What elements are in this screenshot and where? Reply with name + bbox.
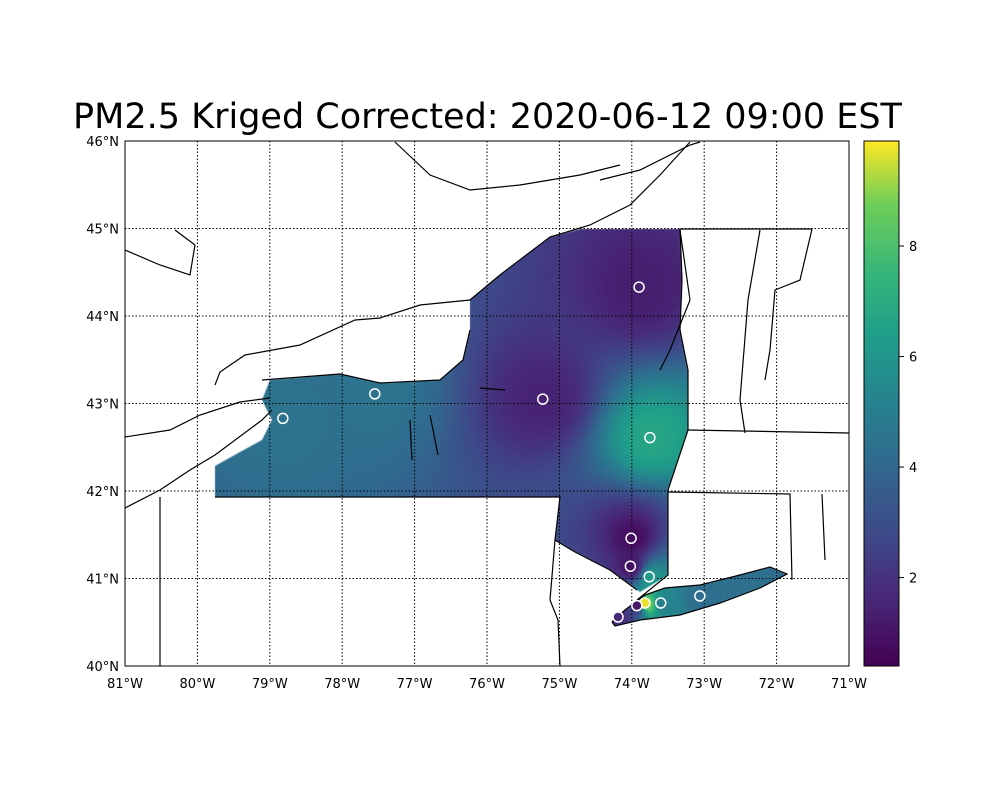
long-island xyxy=(611,566,789,627)
x-tick-label: 75°W xyxy=(541,677,577,692)
lake-ontario-south-shore xyxy=(261,329,471,384)
station-marker xyxy=(625,532,637,544)
finger-lake-oneida xyxy=(479,387,506,391)
lake-champlain xyxy=(659,229,691,371)
x-tick-label: 81°W xyxy=(107,677,143,692)
station-marker xyxy=(612,611,624,623)
x-tick-label: 74°W xyxy=(614,677,650,692)
y-tick-label: 42°N xyxy=(86,485,119,500)
lake-ontario-shore xyxy=(214,141,691,386)
station-marker xyxy=(277,412,289,425)
station-marker xyxy=(633,281,645,293)
colorbar-ticks: 2 4 6 8 xyxy=(899,240,917,587)
x-tick-label: 72°W xyxy=(759,677,795,692)
georgian-bay xyxy=(124,229,196,276)
st-lawrence xyxy=(599,141,701,181)
station-marker xyxy=(624,560,637,572)
map-frame xyxy=(124,140,850,667)
x-tick-label: 80°W xyxy=(179,677,215,692)
colorbar-tick-label: 2 xyxy=(909,572,917,587)
canada-border-east xyxy=(680,228,813,381)
finger-lake-cayuga xyxy=(429,414,439,456)
station-marker xyxy=(536,393,549,405)
station-marker xyxy=(369,388,381,400)
lake-erie-shore xyxy=(124,409,273,509)
x-tick-label: 79°W xyxy=(252,677,288,692)
lake-erie-north-shore xyxy=(124,397,271,438)
y-tick-label: 43°N xyxy=(86,398,119,413)
x-tick-label: 78°W xyxy=(324,677,360,692)
station-marker xyxy=(643,571,655,583)
finger-lake-seneca xyxy=(409,419,413,461)
colorbar-tick-label: 4 xyxy=(909,461,917,476)
nj-ny-border xyxy=(549,539,561,667)
x-ticks: 81°W 80°W 79°W 78°W 77°W 76°W 75°W 74°W 73°W 72°W… xyxy=(107,677,867,692)
y-tick-label: 41°N xyxy=(86,573,119,588)
station-marker xyxy=(631,599,643,612)
chart-title: PM2.5 Kriged Corrected: 2020-06-12 09:00… xyxy=(73,97,902,137)
colorbar-tick-label: 8 xyxy=(909,240,917,255)
station-marker xyxy=(655,597,667,609)
colorbar-tick-label: 6 xyxy=(909,351,917,366)
x-tick-label: 73°W xyxy=(686,677,722,692)
y-tick-label: 46°N xyxy=(86,135,119,150)
x-tick-label: 76°W xyxy=(469,677,505,692)
pa-ny-border xyxy=(215,496,638,591)
ri-border xyxy=(821,493,826,561)
y-tick-label: 45°N xyxy=(86,223,119,238)
x-tick-label: 71°W xyxy=(831,677,867,692)
x-tick-label: 77°W xyxy=(397,677,433,692)
station-marker xyxy=(644,431,656,444)
ny-vt-ma-ct-border xyxy=(636,228,689,601)
stations xyxy=(277,281,706,623)
y-tick-label: 44°N xyxy=(86,310,119,325)
coastlines xyxy=(124,141,850,667)
colorbar xyxy=(863,140,900,667)
vt-nh-border xyxy=(739,229,761,434)
y-ticks: 40°N 41°N 42°N 43°N 44°N 45°N 46°N xyxy=(86,135,119,675)
ct-border xyxy=(667,491,793,581)
station-marker xyxy=(694,590,706,602)
ma-border xyxy=(687,429,850,434)
canada-ottawa-river xyxy=(394,141,621,191)
y-tick-label: 40°N xyxy=(86,660,119,675)
